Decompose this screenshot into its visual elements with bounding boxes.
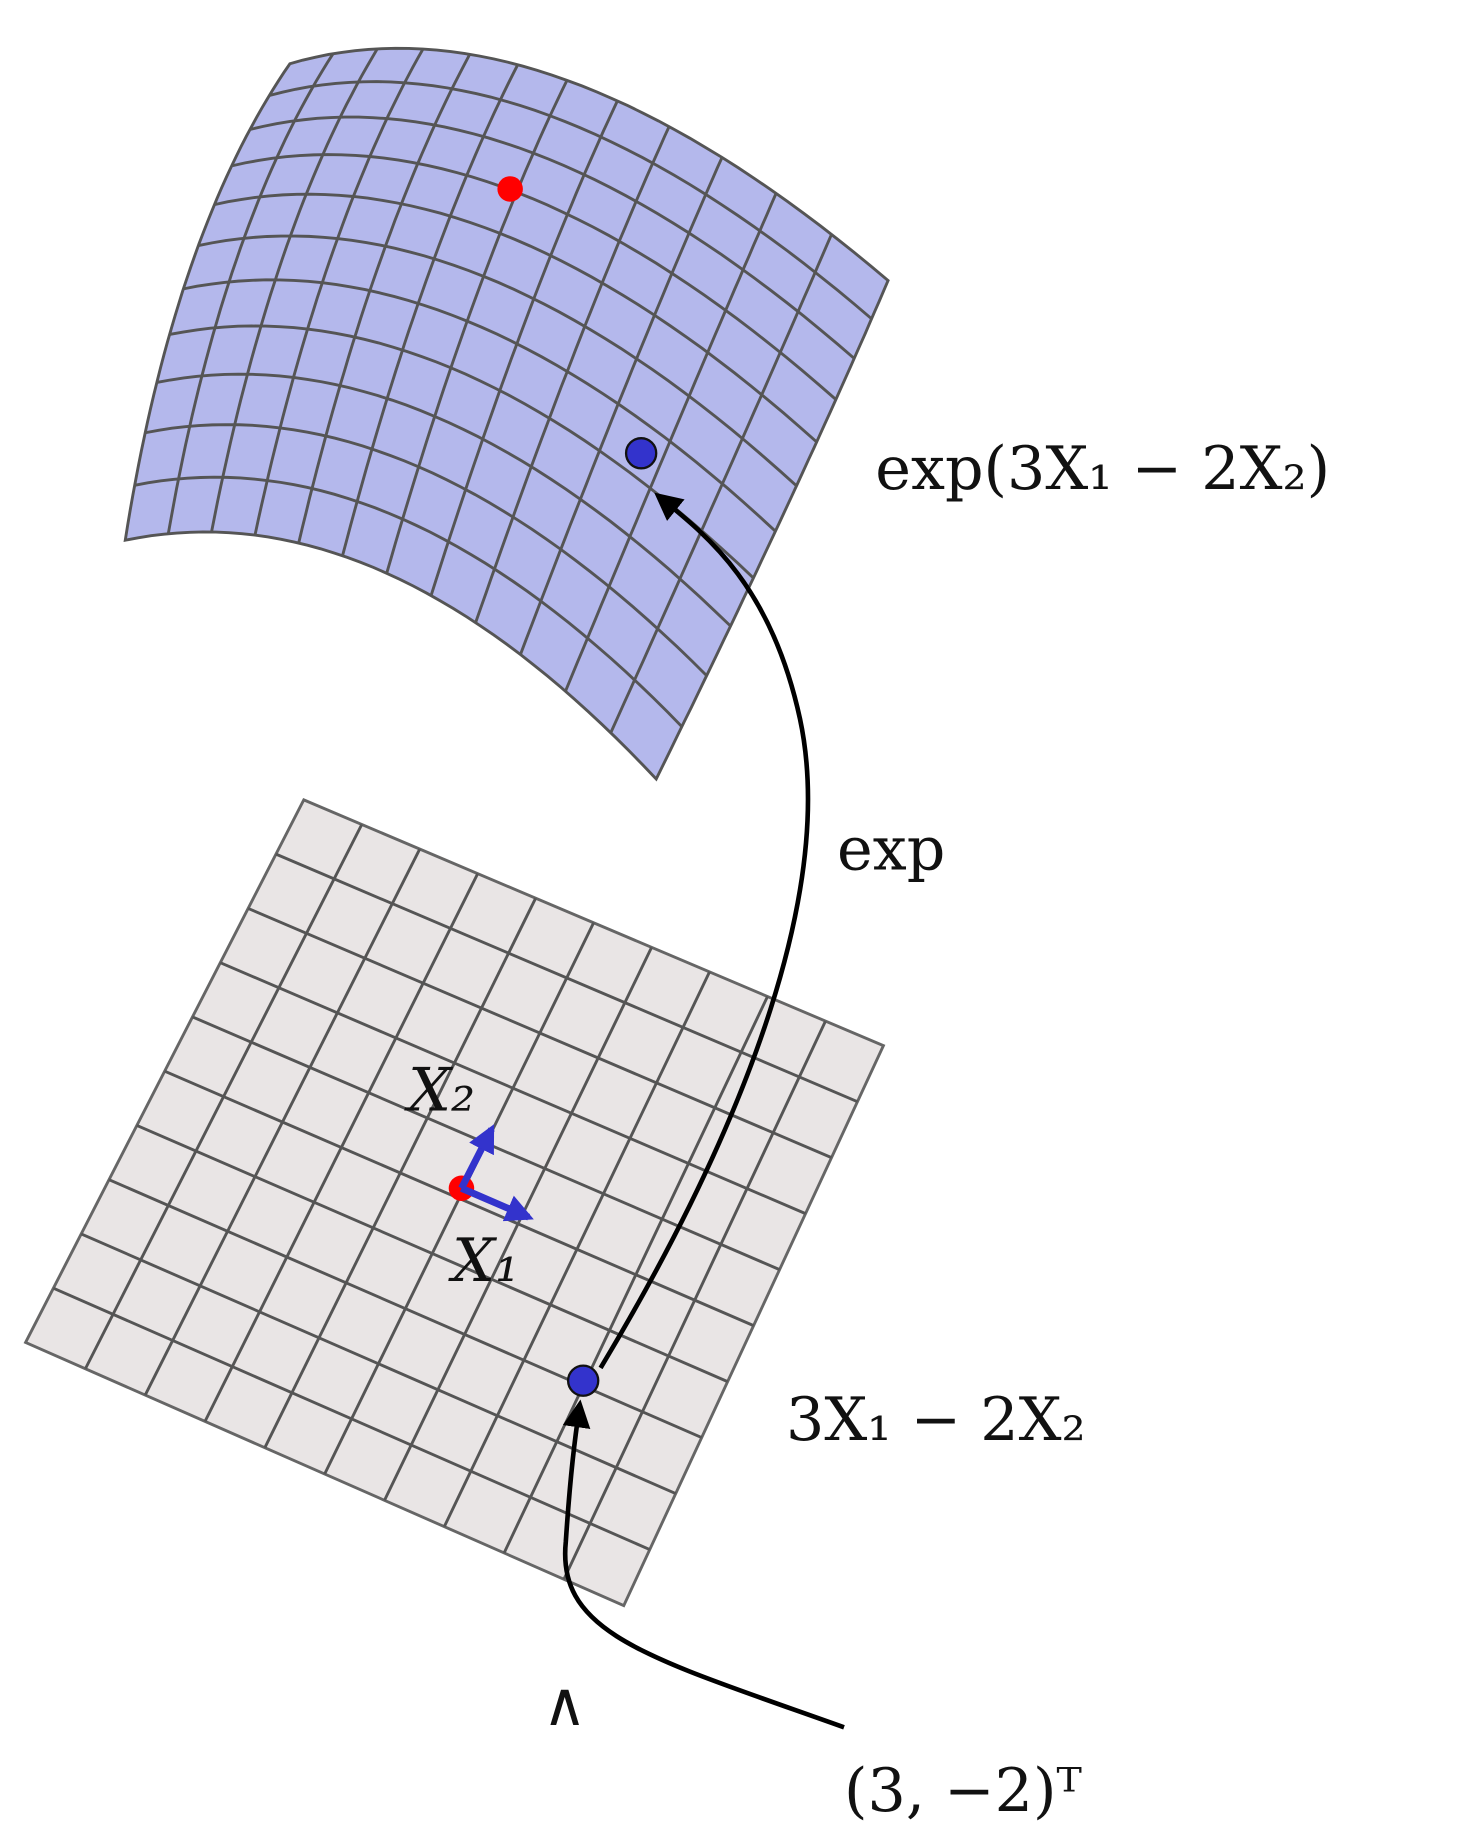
surface-grid	[253, 48, 425, 536]
surface-grid	[341, 64, 519, 557]
surface-grid	[269, 80, 873, 320]
surface-grid	[474, 125, 671, 624]
basis-arrow-x2	[458, 1124, 495, 1190]
basis-x1-label: X₁	[448, 1226, 519, 1296]
plane-grid	[108, 1178, 703, 1439]
mapped-point	[624, 437, 658, 470]
surface-grid	[169, 324, 755, 579]
surface-grid	[166, 53, 335, 534]
surface-grid	[214, 192, 818, 443]
tangent-plane	[23, 798, 886, 1608]
surface-grid	[183, 278, 777, 533]
plane-grid	[442, 971, 711, 1528]
plane-fill	[23, 798, 886, 1608]
surface-grid	[297, 53, 471, 544]
exp-point-label: exp(3X₁ − 2X₂)	[875, 434, 1330, 504]
plane-grid	[136, 1124, 729, 1383]
surface-grid	[429, 100, 619, 596]
surface-grid	[210, 48, 379, 533]
surface-grid	[156, 372, 732, 628]
hat-arrow	[562, 1399, 845, 1730]
surface-grid	[249, 115, 856, 360]
plane-grid	[80, 1232, 677, 1495]
surface-grid	[144, 423, 708, 677]
surface-grid	[609, 233, 833, 734]
tangent-vector-point	[566, 1364, 600, 1397]
surface-grid	[134, 475, 683, 728]
hat-label: ∧	[543, 1670, 587, 1740]
exp-map-label: exp	[837, 814, 945, 884]
identity-point	[497, 176, 523, 202]
surface-grid	[198, 234, 798, 487]
surface-fill	[123, 46, 890, 782]
surface-grid	[519, 156, 724, 656]
plane-grid	[383, 946, 653, 1501]
basis-x2-label: X₂	[404, 1056, 475, 1126]
tangent-point-label: 3X₁ − 2X₂	[786, 1385, 1086, 1455]
vector-label: (3, −2)ᵀ	[844, 1756, 1082, 1826]
exp-arrow	[598, 492, 811, 1370]
surface-grid	[564, 192, 778, 692]
plane-grid	[562, 1020, 827, 1580]
plane-grid	[52, 1286, 651, 1551]
manifold-surface	[123, 46, 890, 782]
basis-arrow-x1	[460, 1185, 534, 1222]
plane-grid	[502, 995, 769, 1554]
surface-grid	[385, 79, 569, 574]
